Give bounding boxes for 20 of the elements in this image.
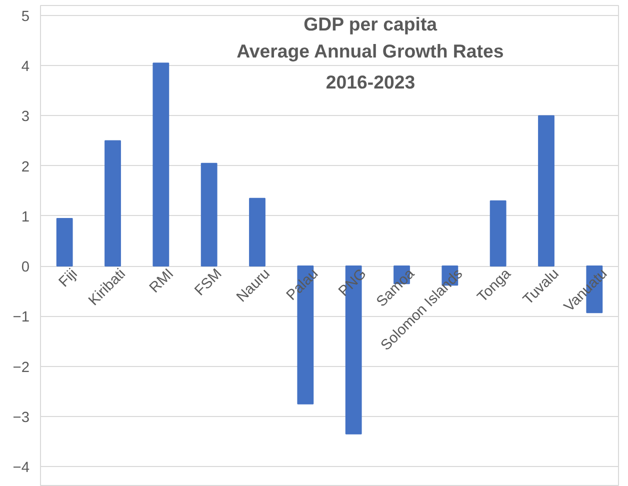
y-tick-label: 3 bbox=[21, 109, 30, 126]
y-tick-label: −4 bbox=[12, 460, 30, 476]
bar bbox=[538, 115, 554, 267]
y-tick-label: 5 bbox=[21, 9, 30, 26]
bar bbox=[249, 198, 266, 267]
y-tick-label: 1 bbox=[21, 209, 30, 226]
text: GDP per capita Average Annual Growth Rates 2016-2023 bbox=[236, 14, 504, 92]
y-tick-label: −2 bbox=[12, 360, 30, 376]
y-tick-label: −3 bbox=[12, 410, 30, 426]
bar bbox=[152, 62, 170, 267]
y-tick-label: 0 bbox=[21, 260, 30, 276]
y-tick-label: 4 bbox=[21, 59, 30, 76]
x-tick-label: RMI bbox=[146, 266, 178, 296]
y-tick-label: −1 bbox=[12, 310, 30, 326]
bar bbox=[104, 140, 121, 267]
bar bbox=[200, 162, 218, 267]
bar bbox=[56, 218, 73, 267]
x-tick-label: Fiji bbox=[56, 266, 81, 291]
y-tick-label: 2 bbox=[21, 159, 30, 176]
bar bbox=[490, 200, 506, 267]
